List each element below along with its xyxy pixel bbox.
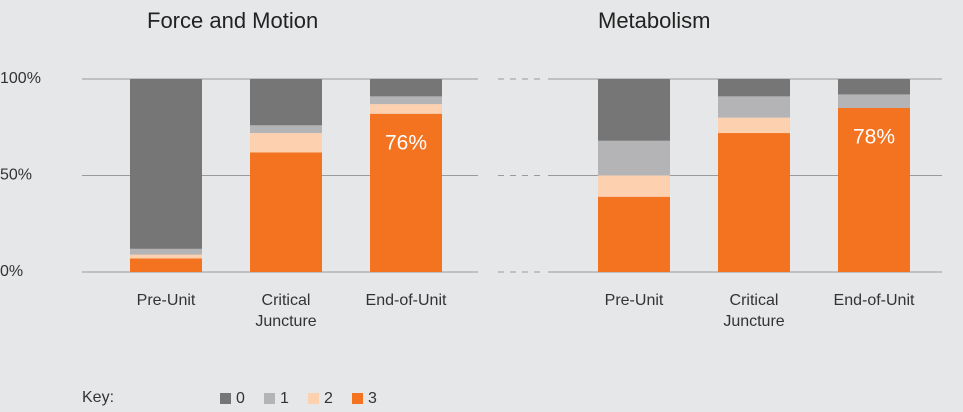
bar-segment: [130, 254, 202, 259]
chart-title: Force and Motion: [147, 8, 318, 33]
x-tick-label: Critical Juncture: [255, 292, 316, 330]
bar-segment: [598, 196, 670, 272]
legend-swatch: [308, 393, 319, 404]
bar-segment: [598, 140, 670, 176]
bar-segment: [838, 94, 910, 108]
legend-swatch: [352, 393, 363, 404]
legend-label: 0: [236, 390, 245, 407]
x-tick-label: Critical Juncture: [723, 292, 784, 330]
bar-segment: [718, 117, 790, 134]
bar-segment: [250, 133, 322, 153]
chart-title: Metabolism: [598, 8, 710, 33]
x-tick-label: End-of-Unit: [366, 292, 447, 309]
bar-segment: [598, 175, 670, 197]
bar-segment: [838, 79, 910, 95]
annotation: 78%: [853, 125, 895, 148]
bar-segment: [370, 79, 442, 97]
bar-segment: [250, 125, 322, 134]
bar-segment: [130, 248, 202, 255]
bar-segment: [370, 113, 442, 273]
bar-segment: [718, 96, 790, 118]
bar-segment: [598, 79, 670, 141]
bar-segment: [718, 79, 790, 97]
bar-segment: [130, 79, 202, 249]
bar-segment: [370, 104, 442, 114]
bar-segment: [838, 107, 910, 272]
y-tick-label: 50%: [0, 167, 32, 184]
annotation: 76%: [385, 131, 427, 154]
legend-label: 2: [324, 390, 333, 407]
bar-segment: [718, 133, 790, 272]
x-tick-label: Pre-Unit: [137, 292, 196, 309]
bar-segment: [130, 258, 202, 272]
bar-segment: [250, 152, 322, 272]
y-tick-label: 100%: [0, 70, 41, 87]
legend-swatch: [220, 393, 231, 404]
y-tick-label: 0%: [0, 263, 23, 280]
x-tick-label: End-of-Unit: [834, 292, 915, 309]
bar-segment: [370, 96, 442, 105]
legend-label: 3: [368, 390, 377, 407]
legend-label: 1: [280, 390, 289, 407]
legend-swatch: [264, 393, 275, 404]
bar-segment: [250, 79, 322, 126]
legend-title: Key:: [82, 389, 114, 406]
x-tick-label: Pre-Unit: [605, 292, 664, 309]
